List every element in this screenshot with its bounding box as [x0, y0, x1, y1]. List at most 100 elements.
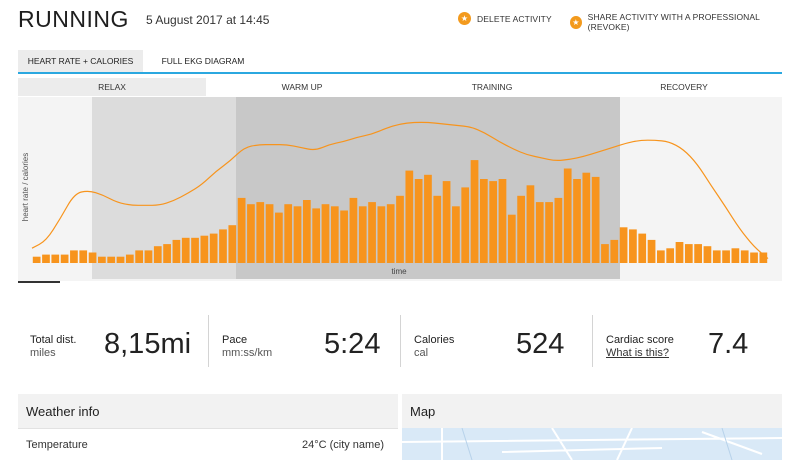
calorie-bar [116, 256, 125, 263]
x-axis-label: time [391, 267, 407, 276]
phase-training[interactable]: TRAINING [471, 82, 513, 92]
stat-value: 5:24 [324, 328, 381, 360]
chart-svg: heart rate / calories time [18, 97, 782, 283]
calorie-bar [479, 179, 488, 263]
heart-rate-line [31, 121, 769, 260]
calorie-bar [284, 204, 293, 263]
calorie-bar [526, 185, 535, 263]
calorie-bar [647, 239, 656, 263]
stat-total-distance: Total dist. miles 8,15mi [18, 312, 208, 372]
calorie-bar [461, 187, 470, 263]
calorie-bar [209, 233, 218, 263]
calorie-bar [731, 248, 740, 263]
chart-tabs: HEART RATE + CALORIES FULL EKG DIAGRAM [18, 50, 782, 74]
what-is-this-link[interactable]: What is this? [606, 347, 669, 359]
calorie-bar [153, 246, 162, 263]
calorie-bar [349, 197, 358, 263]
stat-value: 524 [516, 328, 565, 360]
stat-label: Cardiac score [606, 334, 674, 346]
calorie-bar [275, 212, 283, 263]
heart-rate-calories-chart: heart rate / calories time [18, 97, 782, 283]
chart-scroll-indicator[interactable] [18, 281, 60, 283]
star-icon: ★ [458, 12, 471, 25]
calorie-bar [582, 172, 591, 263]
calorie-bar [88, 252, 97, 263]
delete-activity-button[interactable]: ★ DELETE ACTIVITY [458, 12, 552, 25]
calorie-bar [535, 202, 544, 263]
calorie-bar [293, 206, 302, 263]
calorie-bar [79, 250, 88, 263]
calorie-bar [98, 256, 106, 263]
calorie-bar [638, 233, 647, 263]
bar-group [32, 160, 768, 263]
stat-unit: mm:ss/km [222, 347, 273, 359]
calorie-bar [302, 200, 311, 263]
phase-warm-up[interactable]: WARM UP [281, 82, 323, 92]
calorie-bar [191, 237, 199, 263]
weather-title: Weather info [26, 404, 100, 419]
calorie-bar [368, 202, 376, 263]
share-activity-button[interactable]: ★ SHARE ACTIVITY WITH A PROFESSIONAL (RE… [570, 12, 782, 32]
stat-label: Calories [414, 334, 455, 346]
weather-panel: Weather info Temperature 24°C (city name… [18, 394, 398, 460]
stat-divider [592, 315, 593, 367]
phase-recovery[interactable]: RECOVERY [660, 82, 708, 92]
calorie-bar [330, 206, 339, 263]
stat-unit: miles [30, 347, 56, 359]
calorie-bar [312, 208, 321, 263]
map-roads [402, 428, 782, 460]
phase-bar: RELAX WARM UP TRAINING RECOVERY [18, 78, 782, 96]
calorie-bar [750, 252, 758, 263]
share-activity-label: SHARE ACTIVITY WITH A PROFESSIONAL (REVO… [587, 12, 760, 32]
stats-row: Total dist. miles 8,15mi Pace mm:ss/km 5… [18, 312, 782, 372]
calorie-bar [545, 202, 553, 263]
phase-relax[interactable]: RELAX [18, 78, 206, 96]
stat-unit: cal [414, 347, 429, 359]
calorie-bar [470, 160, 479, 263]
calorie-bar [601, 244, 609, 263]
calorie-bar [442, 181, 451, 263]
calorie-bar [237, 197, 246, 263]
calorie-bar [675, 242, 684, 263]
calorie-bar [563, 168, 572, 263]
calorie-bar [340, 210, 348, 263]
calorie-bar [703, 246, 712, 263]
calorie-bar [414, 179, 423, 263]
calorie-bar [107, 256, 116, 263]
stat-calories: Calories cal 524 [402, 312, 592, 372]
calorie-bar [666, 248, 675, 263]
activity-title: RUNNING [18, 6, 129, 32]
y-axis-label: heart rate / calories [21, 153, 30, 221]
calorie-bar [629, 229, 637, 263]
stat-divider [400, 315, 401, 367]
calorie-bar [759, 252, 768, 263]
calorie-bar [200, 235, 209, 263]
stat-value: 7.4 [708, 328, 749, 360]
calorie-bar [219, 229, 227, 263]
stat-label: Total dist. [30, 334, 77, 346]
tab-full-ekg-diagram[interactable]: FULL EKG DIAGRAM [161, 56, 245, 66]
star-icon: ★ [570, 15, 582, 29]
calorie-bar [396, 195, 404, 263]
calorie-bar [228, 225, 237, 263]
weather-row: Temperature 24°C (city name) [18, 428, 398, 460]
stat-value: 8,15mi [104, 328, 192, 360]
calorie-bar [358, 206, 367, 263]
calorie-bar [265, 204, 274, 263]
tab-heart-rate-calories[interactable]: HEART RATE + CALORIES [18, 50, 143, 72]
calorie-bar [377, 206, 386, 263]
calorie-bar [452, 206, 460, 263]
calorie-bar [135, 250, 143, 263]
calorie-bar [405, 170, 414, 263]
calorie-bar [740, 250, 749, 263]
map-view[interactable] [402, 428, 782, 460]
calorie-bar [591, 176, 600, 263]
calorie-bar [247, 204, 255, 263]
calorie-bar [60, 254, 69, 263]
calorie-bar [172, 239, 181, 263]
calorie-bar [256, 202, 265, 263]
calorie-bar [498, 179, 507, 263]
calorie-bar [424, 174, 432, 263]
temperature-label: Temperature [26, 439, 88, 451]
stat-label: Pace [222, 334, 248, 346]
